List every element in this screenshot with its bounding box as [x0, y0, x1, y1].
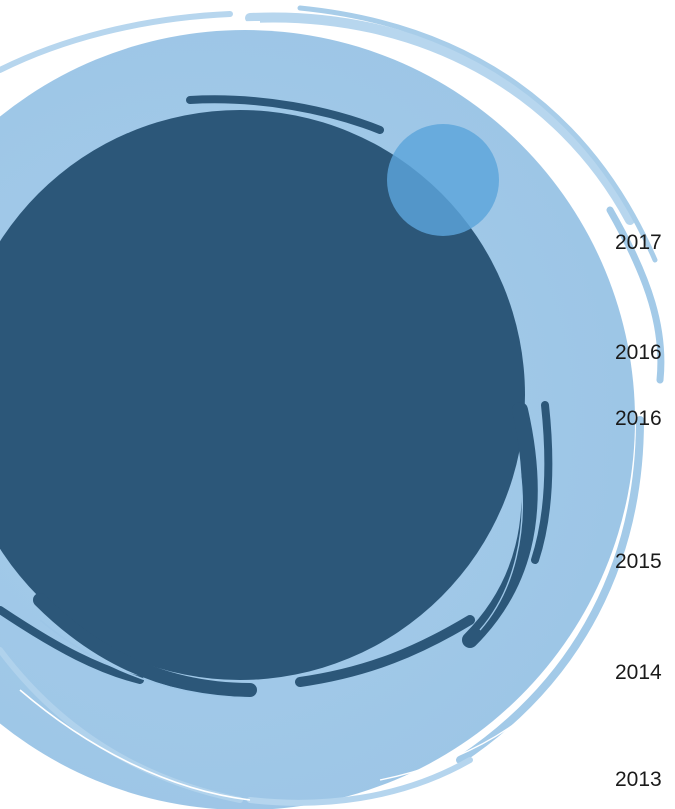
year-label: 2013 [615, 768, 662, 792]
year-label: 2015 [615, 550, 662, 574]
year-label: 2017 [615, 231, 662, 255]
year-label: 2014 [615, 661, 662, 685]
year-label: 2016 [615, 341, 662, 365]
year-label: 2016 [615, 407, 662, 431]
accent-bubble [387, 124, 499, 236]
